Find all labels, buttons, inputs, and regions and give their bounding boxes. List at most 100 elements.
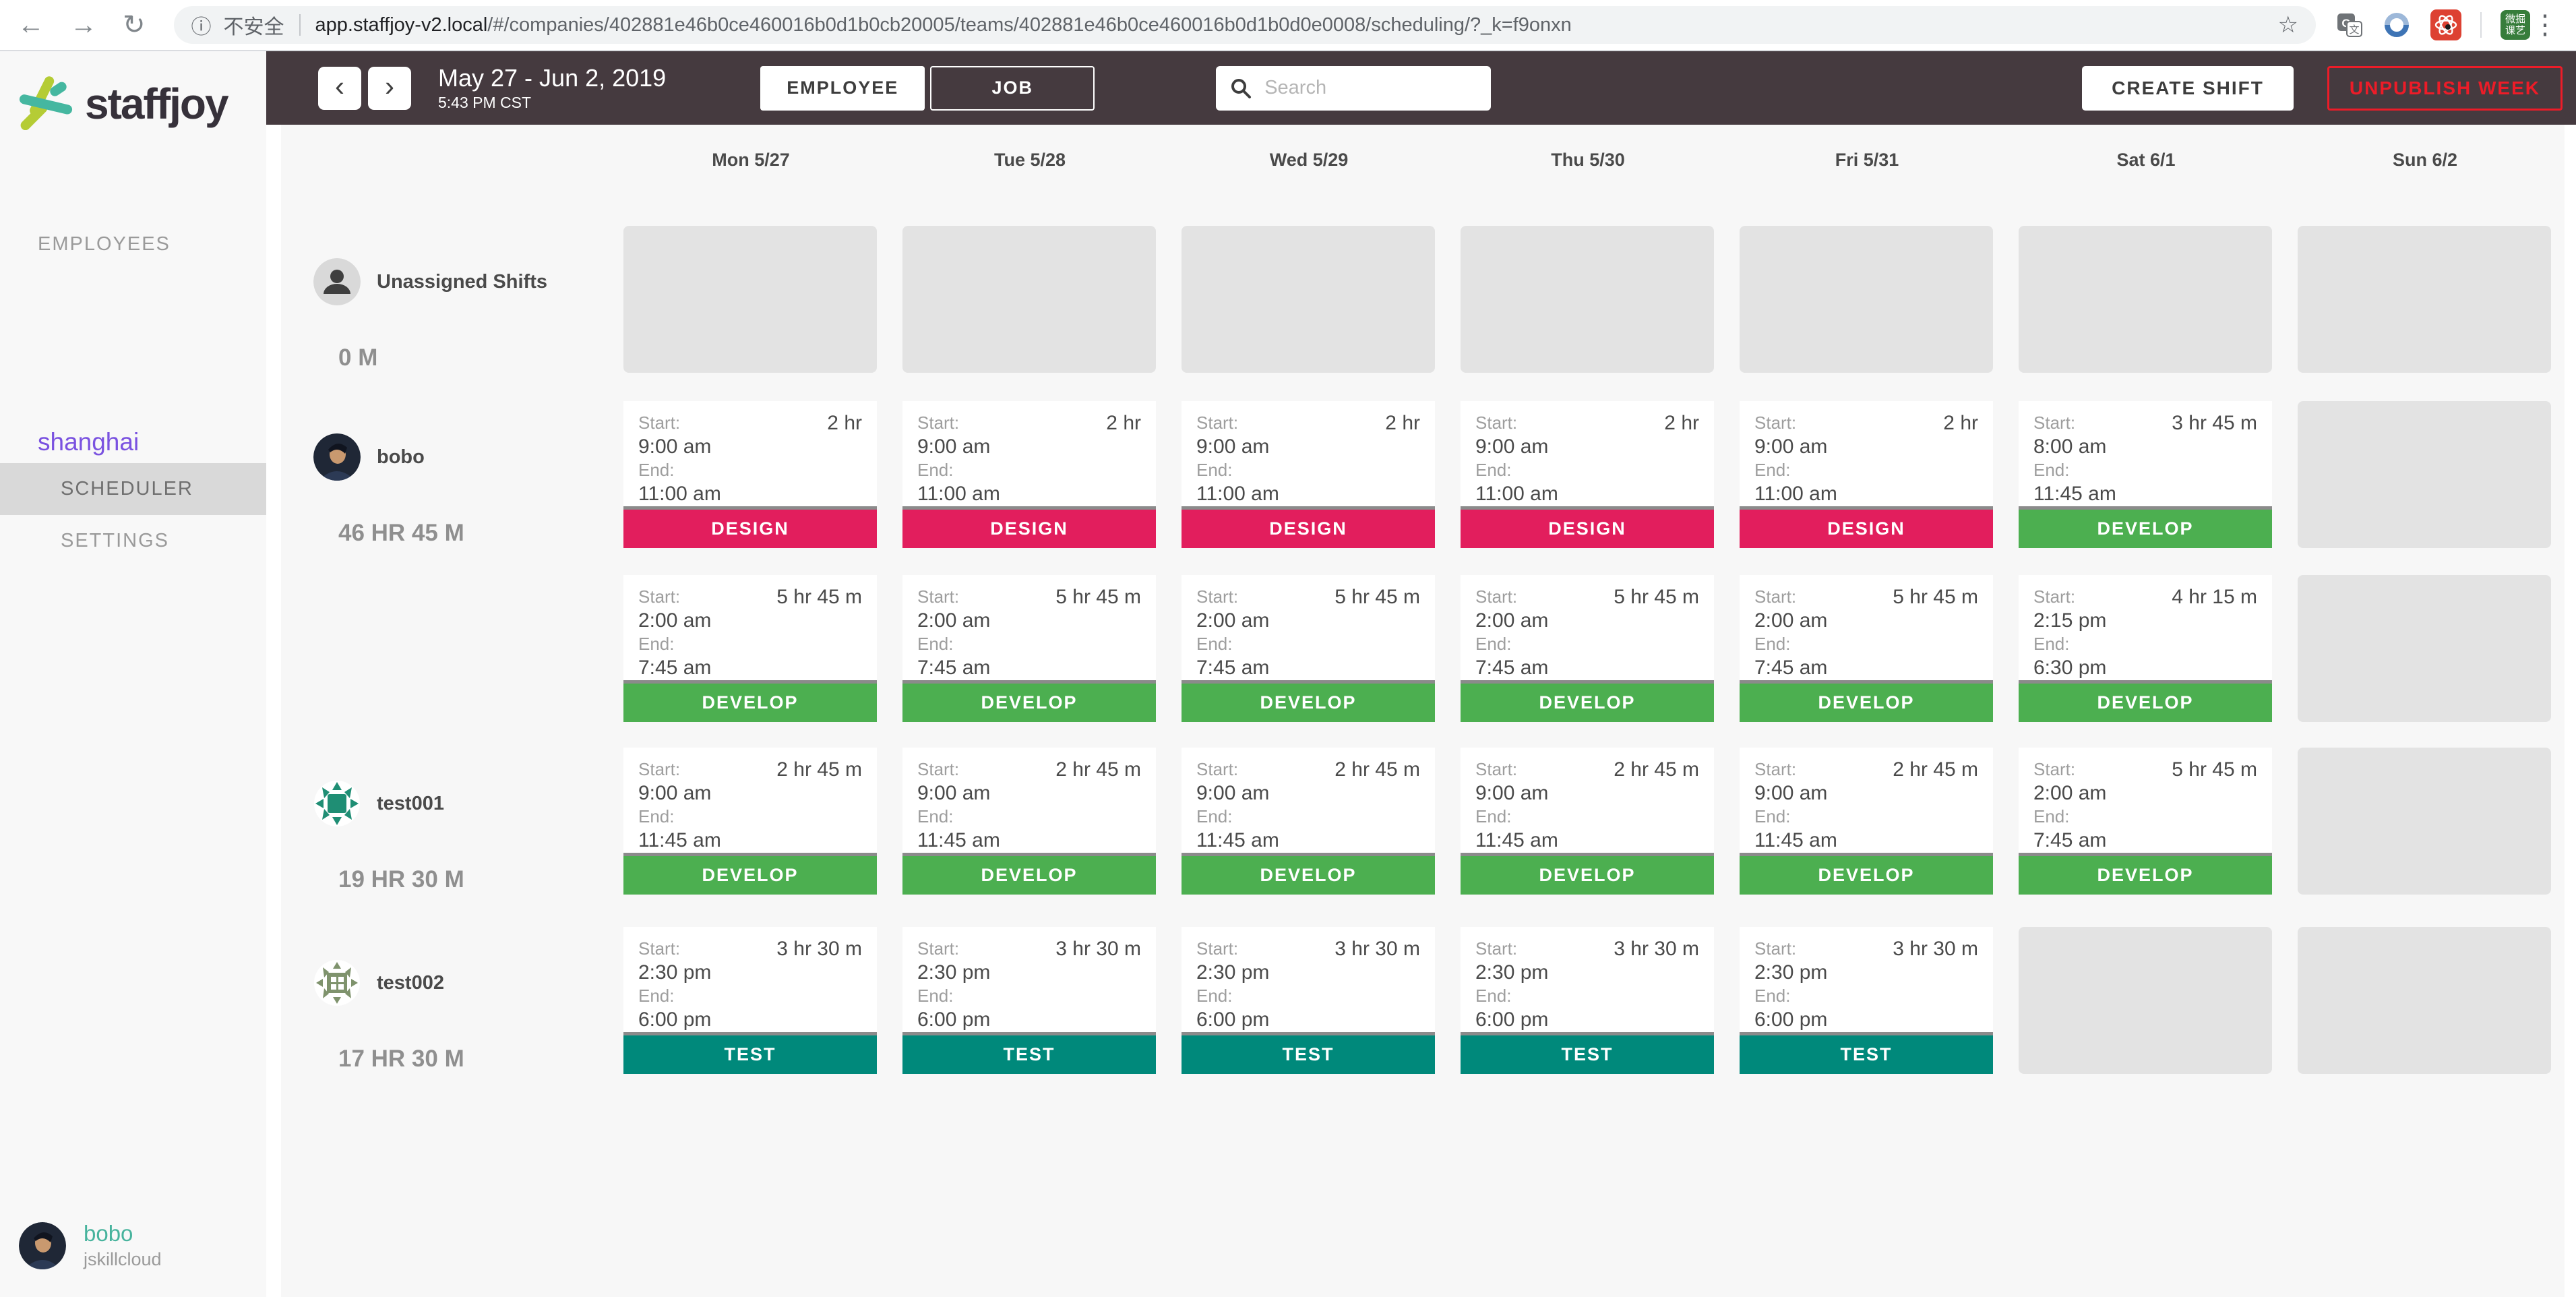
- browser-back-icon[interactable]: ←: [18, 9, 44, 40]
- previous-week-button[interactable]: ‹: [318, 66, 361, 110]
- member-name: test001: [377, 792, 444, 814]
- sidebar-team-name[interactable]: shanghai: [38, 428, 140, 456]
- toggle-job-view[interactable]: JOB: [930, 65, 1095, 111]
- search-box[interactable]: [1216, 65, 1492, 111]
- shift-card[interactable]: Start: 9:00 am End: 11:00 am 2 hr DESIGN: [1740, 401, 1993, 548]
- sidebar: staffjoy EMPLOYEES shanghai SCHEDULER SE…: [0, 51, 266, 1297]
- job-label[interactable]: DEVELOP: [1461, 853, 1714, 895]
- shift-card[interactable]: Start: 2:00 am End: 7:45 am 5 hr 45 m DEVELOP: [1182, 575, 1435, 722]
- browser-forward-icon[interactable]: →: [70, 9, 97, 40]
- start-time: 9:00 am: [638, 782, 712, 804]
- job-label[interactable]: DESIGN: [623, 506, 877, 548]
- page-info-icon[interactable]: ⓘ: [191, 16, 212, 38]
- shift-card[interactable]: Start: 8:00 am End: 11:45 am 3 hr 45 m DEVELO…: [2019, 401, 2272, 548]
- job-label[interactable]: DEVELOP: [902, 680, 1156, 722]
- job-label[interactable]: TEST: [1182, 1032, 1435, 1074]
- sidebar-user[interactable]: bobo jskillcloud: [0, 1221, 266, 1270]
- toggle-employee-view[interactable]: EMPLOYEE: [760, 65, 925, 111]
- shift-card[interactable]: Start: 2:30 pm End: 6:00 pm 3 hr 30 m TEST: [1182, 927, 1435, 1074]
- job-label[interactable]: DESIGN: [1740, 506, 1993, 548]
- shift-card-body: Start: 9:00 am End: 11:00 am 2 hr: [1740, 401, 1993, 506]
- job-label[interactable]: DESIGN: [1461, 506, 1714, 548]
- atom-extension-icon[interactable]: [2430, 9, 2461, 40]
- shift-card[interactable]: Start: 9:00 am End: 11:00 am 2 hr DESIGN: [1182, 401, 1435, 548]
- job-label[interactable]: DEVELOP: [1740, 680, 1993, 722]
- job-label[interactable]: DEVELOP: [2019, 680, 2272, 722]
- day-cell-5: Start: 8:00 am End: 11:45 am 3 hr 45 m DEVELO…: [2006, 401, 2286, 548]
- job-label[interactable]: TEST: [623, 1032, 877, 1074]
- job-label[interactable]: TEST: [1740, 1032, 1993, 1074]
- shift-card[interactable]: Start: 9:00 am End: 11:00 am 2 hr DESIGN: [623, 401, 877, 548]
- start-time: 9:00 am: [1475, 435, 1549, 458]
- job-label[interactable]: DESIGN: [902, 506, 1156, 548]
- job-label[interactable]: TEST: [1461, 1032, 1714, 1074]
- job-label[interactable]: DEVELOP: [1182, 680, 1435, 722]
- shift-card[interactable]: Start: 9:00 am End: 11:45 am 2 hr 45 m DEVELO…: [1461, 748, 1714, 895]
- job-label[interactable]: DEVELOP: [1461, 680, 1714, 722]
- member-name: bobo: [377, 446, 425, 468]
- member-head[interactable]: Unassigned Shifts: [313, 258, 611, 305]
- seal-extension-icon[interactable]: 微掘 课艺: [2501, 10, 2530, 40]
- shift-card[interactable]: Start: 9:00 am End: 11:45 am 2 hr 45 m DEVELO…: [1740, 748, 1993, 895]
- job-label[interactable]: DESIGN: [1182, 506, 1435, 548]
- sidebar-item-settings[interactable]: SETTINGS: [61, 530, 170, 551]
- shift-card[interactable]: Start: 9:00 am End: 11:45 am 2 hr 45 m DEVELO…: [623, 748, 877, 895]
- empty-shift-slot: [2298, 226, 2551, 373]
- end-label: End:: [1196, 460, 1233, 480]
- start-label: Start:: [2033, 413, 2076, 433]
- day-cell-6: [2286, 748, 2565, 895]
- shift-card[interactable]: Start: 2:30 pm End: 6:00 pm 3 hr 30 m TEST: [623, 927, 877, 1074]
- shift-card[interactable]: Start: 2:00 am End: 7:45 am 5 hr 45 m DEVELOP: [1461, 575, 1714, 722]
- unpublish-week-button[interactable]: UNPUBLISH WEEK: [2327, 65, 2563, 111]
- job-label[interactable]: DEVELOP: [1740, 853, 1993, 895]
- job-label[interactable]: DEVELOP: [623, 680, 877, 722]
- job-label[interactable]: DEVELOP: [623, 853, 877, 895]
- sidebar-item-scheduler[interactable]: SCHEDULER: [0, 463, 266, 515]
- next-week-button[interactable]: ›: [368, 66, 411, 110]
- shift-card[interactable]: Start: 9:00 am End: 11:00 am 2 hr DESIGN: [1461, 401, 1714, 548]
- browser-menu-icon[interactable]: ⋮: [2532, 10, 2558, 40]
- start-label: Start:: [638, 413, 681, 433]
- search-input[interactable]: [1264, 77, 1467, 99]
- shift-card[interactable]: Start: 2:00 am End: 7:45 am 5 hr 45 m DEVELOP: [902, 575, 1156, 722]
- shift-card[interactable]: Start: 2:30 pm End: 6:00 pm 3 hr 30 m TEST: [902, 927, 1156, 1074]
- sidebar-item-employees[interactable]: EMPLOYEES: [38, 233, 171, 255]
- shift-card-body: Start: 2:30 pm End: 6:00 pm 3 hr 30 m: [623, 927, 877, 1032]
- shift-card-body: Start: 2:30 pm End: 6:00 pm 3 hr 30 m: [1182, 927, 1435, 1032]
- user-avatar: [19, 1221, 66, 1269]
- shift-card[interactable]: Start: 2:15 pm End: 6:30 pm 4 hr 15 m DEVELOP: [2019, 575, 2272, 722]
- job-label[interactable]: DEVELOP: [2019, 506, 2272, 548]
- translate-extension-icon[interactable]: G 文: [2335, 11, 2363, 39]
- bookmark-star-icon[interactable]: ☆: [2277, 12, 2298, 38]
- job-label[interactable]: DEVELOP: [902, 853, 1156, 895]
- member-head[interactable]: test001: [313, 780, 611, 827]
- shift-card[interactable]: Start: 2:00 am End: 7:45 am 5 hr 45 m DEVELOP: [623, 575, 877, 722]
- shift-card[interactable]: Start: 2:30 pm End: 6:00 pm 3 hr 30 m TEST: [1461, 927, 1714, 1074]
- end-label: End:: [1475, 460, 1512, 480]
- member-head[interactable]: test002: [313, 959, 611, 1006]
- shift-card[interactable]: Start: 2:30 pm End: 6:00 pm 3 hr 30 m TEST: [1740, 927, 1993, 1074]
- shift-card[interactable]: Start: 9:00 am End: 11:45 am 2 hr 45 m DEVELO…: [1182, 748, 1435, 895]
- job-label[interactable]: DEVELOP: [1182, 853, 1435, 895]
- url-text: app.staffjoy-v2.local/#/companies/402881…: [315, 13, 1572, 36]
- shift-card[interactable]: Start: 2:00 am End: 7:45 am 5 hr 45 m DEVELOP: [2019, 748, 2272, 895]
- create-shift-button[interactable]: CREATE SHIFT: [2082, 65, 2294, 111]
- job-label[interactable]: TEST: [902, 1032, 1156, 1074]
- start-time: 2:30 pm: [1196, 961, 1270, 984]
- shift-card[interactable]: Start: 2:00 am End: 7:45 am 5 hr 45 m DEVELOP: [1740, 575, 1993, 722]
- job-label[interactable]: DEVELOP: [2019, 853, 2272, 895]
- staffjoy-logo[interactable]: staffjoy: [0, 51, 266, 132]
- shift-duration: 2 hr 45 m: [1055, 758, 1141, 781]
- day-cell-2: Start: 9:00 am End: 11:00 am 2 hr DESIGN: [1169, 401, 1448, 548]
- shift-card[interactable]: Start: 9:00 am End: 11:45 am 2 hr 45 m DEVELO…: [902, 748, 1156, 895]
- address-bar[interactable]: ⓘ 不安全 app.staffjoy-v2.local/#/companies/…: [173, 6, 2316, 44]
- member-head[interactable]: bobo: [313, 433, 611, 481]
- shift-card[interactable]: Start: 9:00 am End: 11:00 am 2 hr DESIGN: [902, 401, 1156, 548]
- browser-chrome: ← → ↻ ⓘ 不安全 app.staffjoy-v2.local/#/comp…: [0, 0, 2576, 51]
- start-label: Start:: [917, 938, 960, 959]
- browser-reload-icon[interactable]: ↻: [123, 10, 146, 40]
- svg-text:文: 文: [2349, 24, 2359, 36]
- shift-duration: 2 hr 45 m: [1335, 758, 1420, 781]
- swirl-extension-icon[interactable]: [2382, 10, 2412, 40]
- day-cell-4: Start: 2:00 am End: 7:45 am 5 hr 45 m DEVELOP: [1727, 575, 2006, 722]
